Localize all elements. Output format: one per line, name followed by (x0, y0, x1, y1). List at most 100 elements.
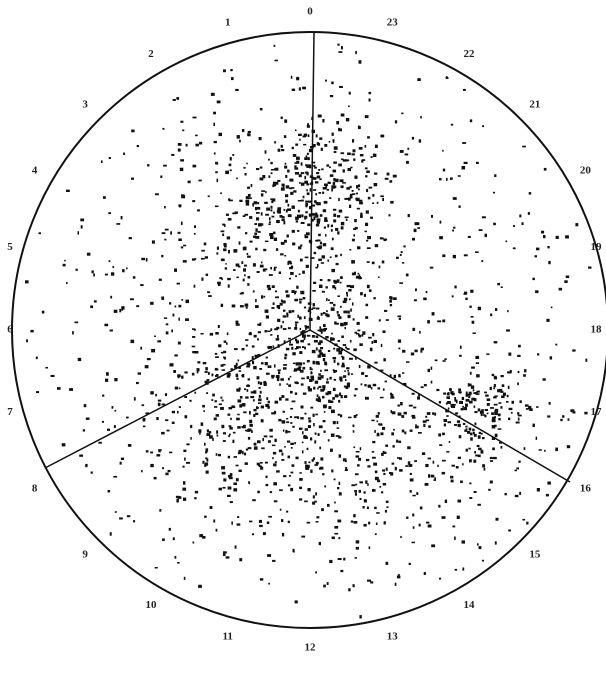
point (322, 192, 324, 194)
point (175, 306, 177, 308)
point (493, 223, 496, 226)
point (288, 384, 291, 387)
point (259, 520, 262, 523)
point (302, 450, 304, 453)
point (233, 483, 237, 486)
point (395, 583, 397, 586)
point (407, 446, 410, 449)
point (234, 348, 238, 350)
point (341, 152, 345, 154)
point (236, 324, 240, 326)
point (346, 160, 350, 162)
point (490, 407, 494, 409)
point (414, 460, 417, 462)
point (336, 435, 340, 437)
point (345, 469, 348, 471)
point (443, 393, 446, 395)
point (235, 89, 239, 91)
point (354, 219, 357, 222)
point (318, 234, 321, 237)
point (261, 190, 265, 192)
point (271, 307, 274, 309)
point (365, 231, 368, 233)
point (319, 245, 322, 248)
point (379, 319, 381, 321)
point (186, 443, 189, 445)
point (186, 462, 190, 464)
point (102, 421, 104, 423)
point (322, 291, 325, 293)
point (398, 375, 401, 377)
point (288, 431, 291, 433)
point (492, 419, 496, 422)
point (462, 142, 466, 144)
point (419, 139, 421, 142)
point (141, 470, 143, 472)
point (360, 292, 363, 295)
point (325, 80, 327, 82)
point (415, 424, 417, 426)
point (318, 355, 321, 358)
point (350, 194, 352, 197)
point (321, 262, 324, 264)
point (312, 350, 316, 353)
point (278, 419, 281, 422)
point (205, 367, 208, 370)
point (562, 415, 564, 418)
point (281, 117, 283, 120)
point (338, 351, 342, 355)
point (249, 424, 253, 427)
point (310, 188, 312, 191)
point (359, 615, 361, 618)
point (379, 486, 381, 488)
point (129, 237, 132, 239)
point (261, 193, 264, 196)
point (112, 406, 114, 409)
point (332, 397, 335, 400)
point (289, 475, 291, 477)
point (140, 347, 142, 350)
point (254, 446, 258, 449)
point (359, 365, 361, 368)
point (387, 173, 390, 176)
point (175, 387, 179, 390)
point (383, 473, 385, 475)
point (386, 562, 389, 565)
point (442, 472, 446, 475)
hour-label: 22 (464, 48, 476, 60)
point (267, 285, 270, 288)
point (313, 282, 316, 284)
point (305, 164, 307, 166)
point (266, 208, 270, 211)
point (294, 442, 296, 444)
point (474, 398, 477, 401)
point (119, 517, 123, 519)
point (331, 307, 335, 311)
point (347, 311, 349, 314)
point (330, 256, 332, 258)
point (492, 374, 495, 376)
point (519, 492, 521, 495)
point (143, 418, 145, 421)
point (221, 278, 223, 280)
point (297, 416, 299, 419)
point (321, 313, 323, 316)
point (478, 307, 481, 311)
point (340, 179, 344, 182)
point (147, 358, 151, 360)
point (204, 243, 207, 246)
point (423, 298, 427, 301)
point (306, 189, 308, 191)
point (180, 159, 184, 161)
point (508, 353, 511, 356)
point (214, 418, 217, 421)
point (245, 462, 248, 465)
point (303, 393, 307, 395)
point (85, 464, 87, 467)
point (156, 454, 160, 456)
point (260, 167, 263, 169)
hour-label: 12 (305, 642, 317, 654)
point (333, 170, 337, 173)
point (295, 172, 299, 175)
point (215, 400, 217, 402)
